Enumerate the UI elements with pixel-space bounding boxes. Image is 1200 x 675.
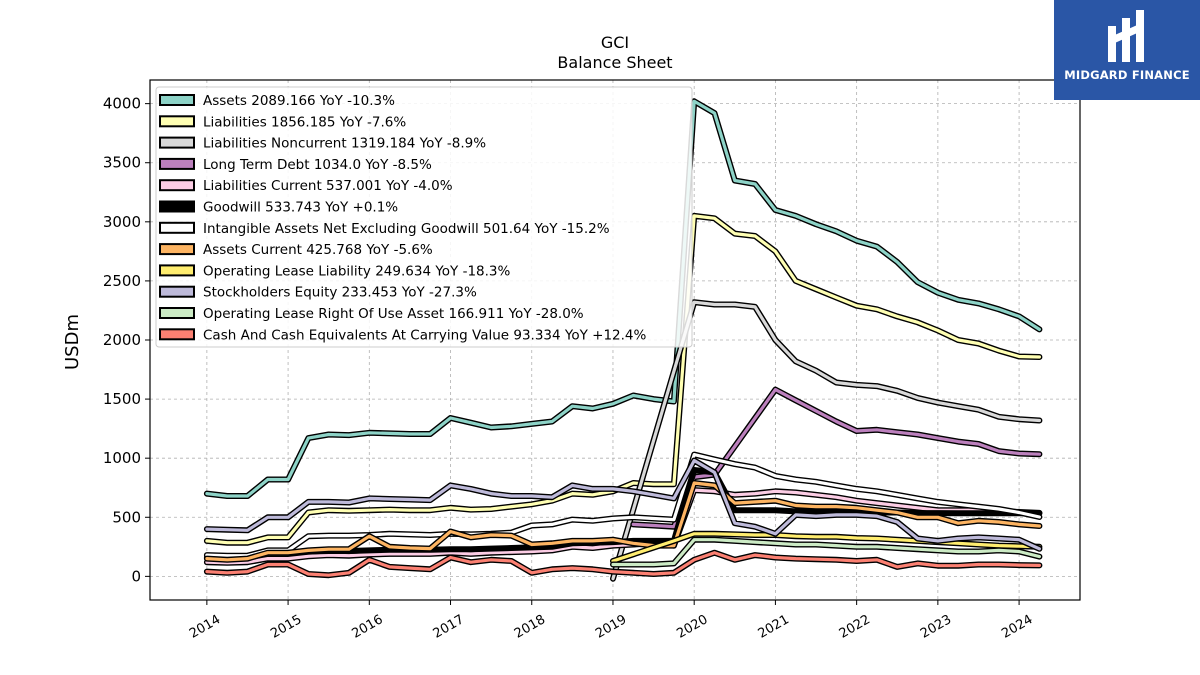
brand-logo: MIDGARD FINANCE	[1054, 0, 1200, 100]
x-tick-label: 2024	[999, 612, 1035, 642]
series-line-8	[611, 532, 1041, 563]
chart-subtitle: Balance Sheet	[557, 53, 672, 72]
legend-label-8: Operating Lease Liability 249.634 YoY -1…	[203, 263, 511, 279]
legend-label-0: Assets 2089.166 YoY -10.3%	[203, 93, 395, 109]
legend-label-3: Long Term Debt 1034.0 YoY -8.5%	[203, 157, 432, 173]
x-tick-label: 2016	[349, 612, 385, 642]
legend-label-2: Liabilities Noncurrent 1319.184 YoY -8.9…	[203, 136, 486, 152]
logo-text: MIDGARD FINANCE	[1064, 68, 1190, 82]
legend-label-5: Goodwill 533.743 YoY +0.1%	[203, 200, 398, 216]
y-tick-label: 4000	[103, 95, 141, 113]
legend-swatch-3	[159, 157, 195, 170]
legend: Assets 2089.166 YoY -10.3% Liabilities 18…	[155, 86, 693, 348]
legend-swatch-9	[159, 285, 195, 298]
y-tick-label: 1000	[103, 449, 141, 467]
legend-swatch-6	[159, 221, 195, 234]
y-tick-label: 2000	[103, 331, 141, 349]
x-tick-label: 2019	[593, 612, 629, 642]
legend-swatch-2	[159, 136, 195, 149]
legend-label-11: Cash And Cash Equivalents At Carrying Va…	[203, 327, 647, 343]
series-line-9	[205, 458, 1041, 551]
y-tick-label: 3500	[103, 154, 141, 172]
y-tick-label: 0	[131, 567, 141, 585]
legend-label-6: Intangible Assets Net Excluding Goodwill…	[203, 221, 610, 237]
series-line-10	[611, 538, 1041, 567]
series-line-3	[631, 388, 1041, 529]
x-tick-label: 2018	[512, 612, 548, 642]
series-line-4	[205, 488, 1041, 565]
y-tick-label: 1500	[103, 390, 141, 408]
legend-swatch-1	[159, 115, 195, 128]
y-tick-label: 3000	[103, 213, 141, 231]
x-tick-label: 2023	[918, 612, 954, 642]
y-tick-label: 2500	[103, 272, 141, 290]
legend-swatch-10	[159, 307, 195, 319]
legend-label-9: Stockholders Equity 233.453 YoY -27.3%	[203, 285, 477, 301]
legend-label-7: Assets Current 425.768 YoY -5.6%	[203, 242, 433, 258]
series-line-6	[205, 453, 1041, 558]
legend-swatch-11	[159, 328, 195, 341]
legend-swatch-7	[159, 243, 195, 256]
x-tick-label: 2015	[268, 612, 304, 642]
legend-swatch-5	[159, 200, 195, 213]
legend-swatch-4	[159, 179, 195, 192]
logo-mark-icon	[1108, 10, 1144, 62]
legend-label-10: Operating Lease Right Of Use Asset 166.9…	[203, 306, 584, 322]
series-lines	[203, 98, 1043, 582]
series-line-7	[205, 481, 1041, 562]
y-axis-label: USDm	[62, 314, 83, 370]
x-tick-label: 2020	[674, 612, 710, 642]
y-ticks: 0 500 1000 1500 2000 2500 3000 3500 4000	[103, 95, 150, 585]
legend-label-1: Liabilities 1856.185 YoY -7.6%	[203, 114, 406, 130]
series-line-11	[205, 551, 1041, 577]
x-tick-label: 2017	[431, 612, 467, 642]
legend-swatch-0	[159, 94, 195, 106]
legend-label-4: Liabilities Current 537.001 YoY -4.0%	[203, 178, 453, 194]
chart-title: GCI	[601, 33, 629, 52]
x-tick-label: 2014	[187, 612, 223, 642]
x-ticks: 2014 2015 2016 2017 2018 2019 2020 2021 2022 2023…	[187, 600, 1035, 642]
legend-box	[155, 86, 693, 348]
x-tick-label: 2021	[756, 612, 792, 642]
y-tick-label: 500	[112, 508, 141, 526]
legend-swatch-8	[159, 264, 195, 277]
series-line-2	[611, 300, 1041, 581]
series-line-0	[205, 99, 1041, 498]
x-tick-label: 2022	[837, 612, 873, 642]
